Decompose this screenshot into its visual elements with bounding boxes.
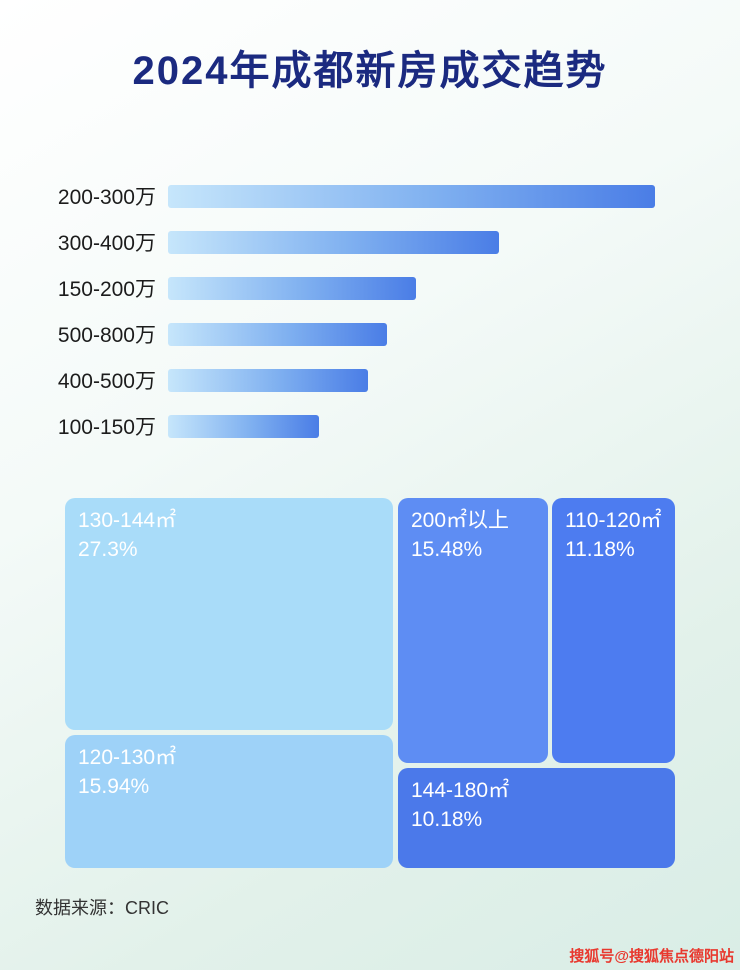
bar-track: [168, 230, 655, 254]
bar: [168, 184, 655, 208]
bar: [168, 368, 368, 392]
treemap-block-110-120: 110-120㎡ 11.18%: [552, 498, 675, 763]
treemap-block-percent: 27.3%: [78, 538, 138, 562]
bar-label: 400-500万: [57, 370, 156, 393]
treemap-block-label: 200㎡以上: [411, 509, 510, 532]
bar-track: [168, 322, 655, 346]
bar: [168, 414, 319, 438]
treemap-block-200-plus: 200㎡以上 15.48%: [398, 498, 548, 763]
bar-track: [168, 414, 655, 438]
price-range-bar-chart: 200-300万 300-400万 150-200万 500-800万 400-…: [0, 184, 740, 460]
treemap-block-percent: 15.94%: [78, 775, 150, 799]
bar-label: 100-150万: [57, 416, 156, 439]
bar: [168, 322, 388, 346]
treemap-block-percent: 10.18%: [411, 808, 483, 832]
bar-label: 150-200万: [57, 278, 156, 301]
treemap-block-label: 110-120㎡: [565, 509, 662, 532]
treemap-block-label: 130-144㎡: [78, 509, 177, 532]
bar-row: 400-500万: [0, 368, 740, 393]
bar-track: [168, 276, 655, 300]
bar: [168, 276, 417, 300]
bar-row: 150-200万: [0, 276, 740, 301]
treemap-block-120-130: 120-130㎡ 15.94%: [65, 735, 393, 868]
page-title: 2024年成都新房成交趋势: [132, 49, 608, 93]
bar-track: [168, 184, 655, 208]
treemap-block-label: 120-130㎡: [78, 746, 177, 769]
watermark: 搜狐号@搜狐焦点德阳站: [569, 948, 734, 965]
bar-row: 300-400万: [0, 230, 740, 255]
treemap-block-percent: 15.48%: [411, 538, 483, 562]
bar: [168, 230, 500, 254]
area-share-treemap: 130-144㎡ 27.3% 200㎡以上 15.48% 110-120㎡ 11…: [65, 498, 675, 868]
bar-label: 300-400万: [57, 232, 156, 255]
bar-label: 500-800万: [57, 324, 156, 347]
bar-row: 100-150万: [0, 414, 740, 439]
bar-row: 200-300万: [0, 184, 740, 209]
bar-track: [168, 368, 655, 392]
treemap-block-130-144: 130-144㎡ 27.3%: [65, 498, 393, 730]
treemap-block-percent: 11.18%: [565, 538, 635, 562]
bar-label: 200-300万: [57, 186, 156, 209]
data-source: 数据来源：CRIC: [35, 898, 169, 918]
bar-row: 500-800万: [0, 322, 740, 347]
treemap-block-label: 144-180㎡: [411, 779, 510, 802]
treemap-block-144-180: 144-180㎡ 10.18%: [398, 768, 675, 868]
